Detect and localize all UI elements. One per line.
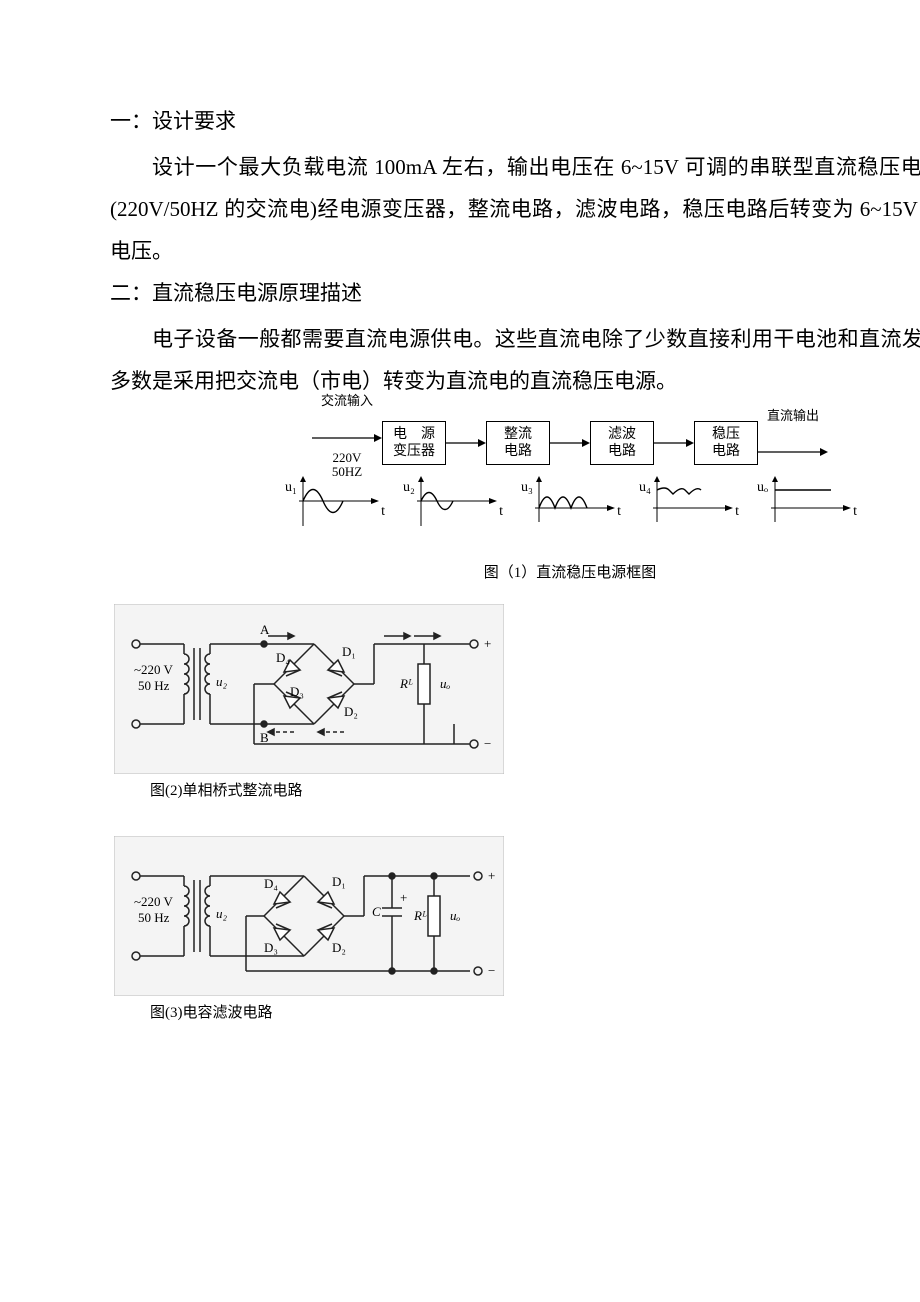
- block-box-regulator: 稳压 电路: [694, 421, 758, 465]
- figure-2-bridge-rectifier: ~220 V 50 Hz u₂ A B D₁ D₂ D₃ D₄ Rᴸ uₒ + …: [114, 604, 920, 822]
- waveform-u4: u₄ t: [643, 476, 733, 526]
- waveform-u3: u₃ t: [525, 476, 615, 526]
- figure-3-filter-circuit: ~220 V 50 Hz u₂ D₁ D₂ D₃ D₄ C + Rᴸ uₒ + …: [114, 836, 920, 1044]
- c3-D3: D₃: [264, 940, 278, 955]
- section-2-paragraph: 电子设备一般都需要直流电源供电。这些直流电除了少数直接利用干电池和直流发电机外，…: [110, 318, 920, 402]
- c2-source-bot: 50 Hz: [138, 678, 170, 693]
- figure-3-caption: 图(3)电容滤波电路: [150, 998, 504, 1028]
- c3-RL: Rᴸ: [413, 908, 427, 923]
- c3-D4: D₄: [264, 876, 278, 891]
- arrow-icon: [758, 447, 828, 457]
- c3-plus: +: [488, 868, 495, 883]
- c2-plus: +: [484, 636, 491, 651]
- c3-source-top: ~220 V: [134, 894, 174, 909]
- figure-2-caption: 图(2)单相桥式整流电路: [150, 776, 504, 806]
- section-2-heading: 二：直流稳压电源原理描述: [110, 272, 920, 314]
- c3-C: C: [372, 904, 381, 919]
- figure-1-caption: 图（1）直流稳压电源框图: [110, 558, 920, 588]
- c2-B: B: [260, 730, 269, 745]
- c2-minus: −: [484, 736, 491, 751]
- c3-minus: −: [488, 963, 495, 978]
- c3-cap-plus: +: [400, 890, 407, 905]
- block-box-rectifier: 整流 电路: [486, 421, 550, 465]
- c2-D3: D₃: [290, 684, 304, 699]
- block-output-label: 直流输出: [758, 409, 828, 424]
- block-input-label: 交流输入: [312, 394, 382, 409]
- c2-uO: uₒ: [440, 676, 451, 691]
- c2-source-top: ~220 V: [134, 662, 174, 677]
- c2-D4: D₄: [276, 650, 290, 665]
- c3-source-bot: 50 Hz: [138, 910, 170, 925]
- section-1-heading: 一：设计要求: [110, 100, 920, 142]
- arrow-icon: [312, 433, 382, 443]
- c3-D2: D₂: [332, 940, 346, 955]
- c2-RL: Rᴸ: [399, 676, 413, 691]
- c2-D1: D₁: [342, 644, 356, 659]
- c2-u2: u₂: [216, 674, 228, 689]
- c3-uO: uₒ: [450, 908, 461, 923]
- waveform-u2: u₂ t: [407, 476, 497, 526]
- arrow-icon: [446, 438, 486, 448]
- block-box-filter: 滤波 电路: [590, 421, 654, 465]
- section-1-paragraph: 设计一个最大负载电流 100mA 左右，输出电压在 6~15V 可调的串联型直流…: [110, 146, 920, 272]
- waveform-u1: u₁ t: [289, 476, 379, 526]
- arrow-icon: [654, 438, 694, 448]
- c2-A: A: [260, 622, 270, 637]
- arrow-icon: [550, 438, 590, 448]
- c3-u2: u₂: [216, 906, 228, 921]
- block-box-transformer: 电 源 变压器: [382, 421, 446, 465]
- waveform-uo: uₒ t: [761, 476, 851, 526]
- c2-D2: D₂: [344, 704, 358, 719]
- figure-1-block-diagram: 交流输入 220V 50HZ 电 源 变压器 整流 电路 滤波 电路 稳压 电路…: [110, 408, 920, 588]
- c3-D1: D₁: [332, 874, 346, 889]
